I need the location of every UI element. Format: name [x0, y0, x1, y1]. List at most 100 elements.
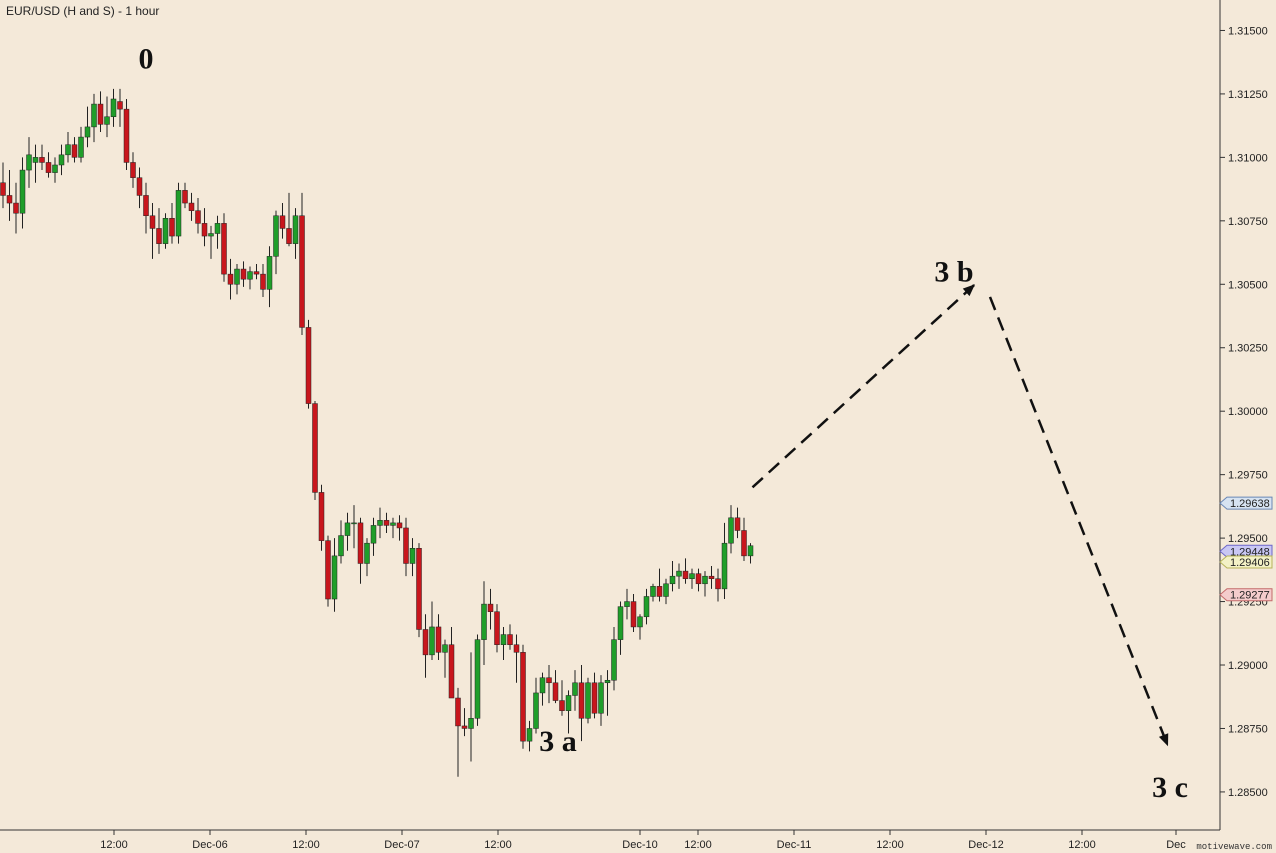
candle	[578, 682, 585, 719]
candle	[156, 228, 162, 244]
candle	[468, 718, 474, 729]
candle	[539, 677, 546, 694]
x-tick-label: 12:00	[484, 839, 512, 851]
candle	[390, 522, 396, 526]
candle	[58, 154, 65, 166]
price-tag	[1219, 496, 1273, 510]
candle	[409, 548, 416, 564]
y-tick-label: 1.31500	[1228, 25, 1268, 37]
candle	[559, 700, 565, 711]
candle	[169, 218, 175, 237]
candle	[565, 695, 572, 711]
candle	[364, 542, 370, 564]
candle	[182, 190, 188, 204]
y-tick-label: 1.29000	[1228, 660, 1268, 672]
candle	[292, 215, 299, 244]
candle	[110, 98, 117, 118]
y-tick-label: 1.29500	[1228, 533, 1268, 545]
candle	[247, 271, 253, 280]
candle	[461, 725, 468, 729]
candle	[656, 586, 663, 597]
candle	[689, 573, 695, 579]
wave-label: 3 a	[539, 725, 577, 758]
candle	[6, 195, 13, 204]
chart-title: EUR/USD (H and S) - 1 hour	[6, 4, 160, 18]
candle	[520, 652, 526, 742]
candle	[591, 682, 598, 714]
candle	[266, 256, 273, 290]
candle	[331, 555, 338, 600]
y-tick-label: 1.31250	[1228, 89, 1268, 101]
x-tick-label: 12:00	[100, 839, 128, 851]
candle	[500, 634, 507, 645]
candle	[682, 570, 689, 579]
price-tag	[1219, 588, 1273, 602]
candle	[338, 535, 344, 557]
candle	[344, 522, 351, 536]
candle	[195, 210, 201, 224]
candle	[403, 527, 409, 564]
price-tag-label: 1.29277	[1230, 590, 1270, 602]
candle	[507, 634, 513, 645]
candle	[52, 164, 58, 173]
x-tick-label: Dec	[1166, 839, 1186, 851]
candle	[91, 103, 97, 128]
candle	[676, 570, 682, 577]
candle	[214, 223, 221, 234]
x-tick-label: Dec-10	[622, 839, 657, 851]
arrowhead	[1158, 733, 1169, 747]
candle	[305, 327, 312, 404]
candle	[487, 603, 494, 612]
candle	[481, 603, 487, 640]
candle	[71, 144, 78, 158]
price-tag-label: 1.29638	[1230, 498, 1270, 510]
candle	[377, 520, 383, 526]
candle	[383, 520, 390, 526]
y-tick-label: 1.29750	[1228, 470, 1268, 482]
candle	[734, 517, 741, 531]
candle	[26, 154, 32, 171]
x-tick-label: Dec-12	[968, 839, 1003, 851]
candle	[442, 644, 448, 653]
candle	[201, 223, 208, 237]
candle	[273, 215, 279, 257]
candle	[494, 611, 500, 645]
candle	[370, 525, 377, 544]
wave-label: 3 b	[934, 256, 973, 289]
wave-label: 3 c	[1152, 771, 1188, 804]
x-tick-label: 12:00	[684, 839, 712, 851]
candle	[702, 575, 708, 585]
candle	[455, 697, 461, 727]
price-tag	[1219, 555, 1273, 569]
candle	[0, 182, 6, 196]
projection-line	[751, 283, 976, 489]
candle	[286, 228, 292, 244]
candle	[39, 157, 45, 163]
candle	[546, 677, 552, 684]
candle	[117, 101, 123, 110]
y-tick-label: 1.30250	[1228, 343, 1268, 355]
candle	[149, 215, 156, 229]
candle	[234, 268, 240, 285]
candle	[669, 575, 676, 585]
candle	[188, 202, 195, 211]
candle	[598, 682, 604, 714]
candle	[416, 548, 422, 630]
y-tick-label: 1.30500	[1228, 279, 1268, 291]
candle	[175, 190, 182, 237]
candle	[318, 492, 325, 541]
candle	[123, 108, 130, 163]
candle	[429, 626, 435, 656]
candle	[240, 268, 247, 280]
y-tick-label: 1.28500	[1228, 787, 1268, 799]
candle	[130, 162, 136, 178]
candle	[611, 639, 617, 681]
candle	[552, 682, 559, 701]
candle	[260, 273, 266, 290]
candle	[84, 126, 91, 138]
candle	[325, 540, 331, 600]
candle	[721, 542, 728, 590]
candle	[136, 177, 143, 196]
